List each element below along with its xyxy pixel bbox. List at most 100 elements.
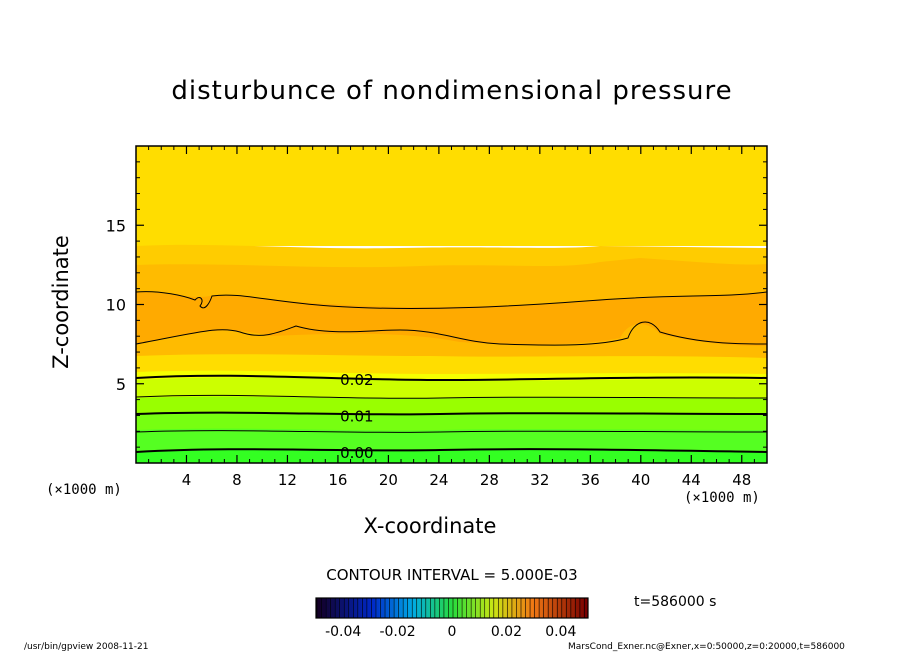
- colorbar-segment: [334, 598, 340, 618]
- colorbar-segment: [565, 598, 571, 618]
- contour-label: 0.00: [340, 444, 373, 462]
- colorbar-segment: [343, 598, 349, 618]
- x-axis-label: X-coordinate: [363, 514, 497, 538]
- colorbar-segment: [506, 598, 512, 618]
- colorbar-segment: [556, 598, 562, 618]
- colorbar-segment: [538, 598, 544, 618]
- colorbar-segment: [438, 598, 444, 618]
- colorbar-segment: [320, 598, 326, 618]
- y-axis-label: Z-coordinate: [49, 235, 73, 369]
- colorbar-segment: [365, 598, 371, 618]
- colorbar-segment: [433, 598, 439, 618]
- colorbar-segment: [347, 598, 353, 618]
- time-label: t=586000 s: [634, 594, 717, 610]
- colorbar-segment: [492, 598, 498, 618]
- contour-line: [136, 394, 767, 399]
- y-axis: 5 10 15: [106, 161, 767, 448]
- colorbar-segment: [574, 598, 580, 618]
- colorbar-segment: [388, 598, 394, 618]
- x-tick-label: 12: [278, 471, 297, 489]
- colorbar-segment: [483, 598, 489, 618]
- colorbar-segment: [338, 598, 344, 618]
- colorbar-tick-label: 0: [448, 624, 457, 640]
- colorbar-segment: [542, 598, 548, 618]
- colorbar-segment: [393, 598, 399, 618]
- colorbar-segment: [397, 598, 403, 618]
- colorbar-segment: [497, 598, 503, 618]
- x-tick-label: 36: [581, 471, 600, 489]
- x-tick-label: 20: [379, 471, 398, 489]
- colorbar-segment: [470, 598, 476, 618]
- colorbar-segment: [329, 598, 335, 618]
- x-tick-label: 4: [182, 471, 192, 489]
- colorbar: [315, 597, 589, 619]
- colorbar-segment: [583, 598, 589, 618]
- contour-interval: CONTOUR INTERVAL = 5.000E-03: [326, 566, 578, 584]
- colorbar-segment: [384, 598, 390, 618]
- colorbar-segment: [402, 598, 408, 618]
- colorbar-segment: [551, 598, 557, 618]
- x-tick-label: 48: [732, 471, 751, 489]
- footer-left: /usr/bin/gpview 2008-11-21: [24, 642, 149, 652]
- colorbar-segment: [411, 598, 417, 618]
- colorbar-segment: [415, 598, 421, 618]
- x-unit-left: (×1000 m): [46, 482, 122, 498]
- colorbar-segment: [316, 598, 322, 618]
- colorbar-segment: [406, 598, 412, 618]
- colorbar-segment: [474, 598, 480, 618]
- colorbar-segment: [510, 598, 516, 618]
- y-tick-label: 10: [106, 296, 126, 315]
- contour-line: [136, 448, 767, 453]
- x-tick-label: 32: [530, 471, 549, 489]
- colorbar-tick-label: 0.02: [491, 624, 522, 640]
- x-tick-label: 8: [232, 471, 242, 489]
- colorbar-segment: [325, 598, 331, 618]
- colorbar-segment: [569, 598, 575, 618]
- colorbar-segment: [447, 598, 453, 618]
- colorbar-tick-label: -0.04: [325, 624, 361, 640]
- chart-title: disturbunce of nondimensional pressure: [171, 76, 733, 106]
- colorbar-segment: [488, 598, 494, 618]
- contour-label: 0.01: [340, 407, 373, 425]
- colorbar-segment: [465, 598, 471, 618]
- footer-right: MarsCond_Exner.nc@Exner,x=0:50000,z=0:20…: [568, 642, 845, 652]
- colorbar-segment: [374, 598, 380, 618]
- colorbar-segment: [379, 598, 385, 618]
- contour-label: 0.02: [340, 371, 373, 389]
- colorbar-segment: [356, 598, 362, 618]
- colorbar-tick-labels: -0.04 -0.02 0 0.02 0.04: [325, 624, 576, 640]
- colorbar-segment: [456, 598, 462, 618]
- colorbar-segment: [442, 598, 448, 618]
- colorbar-tick-label: 0.04: [545, 624, 576, 640]
- colorbar-segment: [361, 598, 367, 618]
- x-unit-right: (×1000 m): [684, 490, 760, 506]
- colorbar-segment: [529, 598, 535, 618]
- contour-line: [136, 374, 767, 382]
- colorbar-segment: [524, 598, 530, 618]
- colorbar-segment: [352, 598, 358, 618]
- colorbar-segment: [370, 598, 376, 618]
- colorbar-segment: [461, 598, 467, 618]
- colorbar-frame: [315, 597, 589, 619]
- x-axis: 4 8 12 16 20 24 28 32 36 40 44 48: [148, 146, 755, 489]
- contour-line: [136, 291, 767, 309]
- contour-line: [136, 411, 767, 416]
- contour-labels: 0.02 0.01 0.00: [340, 371, 373, 462]
- colorbar-segment: [452, 598, 458, 618]
- contour-lines: [136, 291, 767, 453]
- x-tick-label: 24: [429, 471, 448, 489]
- band-top: [136, 146, 767, 246]
- colorbar-segment: [515, 598, 521, 618]
- x-tick-label: 40: [631, 471, 650, 489]
- colorbar-segment: [533, 598, 539, 618]
- colorbar-segment: [420, 598, 426, 618]
- plot-area: 0.02 0.01 0.00: [136, 146, 767, 463]
- colorbar-segment: [560, 598, 566, 618]
- band-green-2: [136, 449, 767, 463]
- y-tick-label: 15: [106, 216, 126, 235]
- colorbar-segment: [578, 598, 584, 618]
- x-tick-label: 28: [480, 471, 499, 489]
- colorbar-segment: [479, 598, 485, 618]
- x-tick-label: 16: [328, 471, 347, 489]
